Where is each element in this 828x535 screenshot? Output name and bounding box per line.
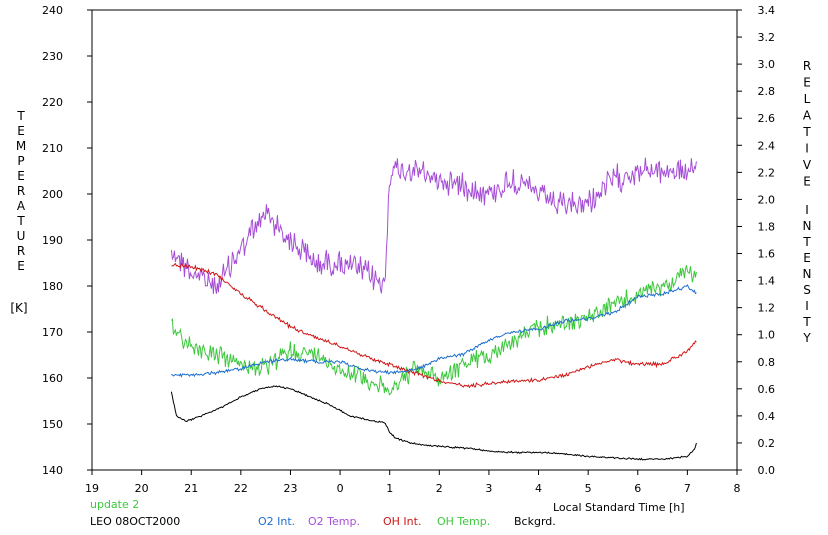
x-tick-label: 8	[734, 482, 741, 495]
x-tick-label: 1	[386, 482, 393, 495]
plot-frame-layer	[91, 9, 738, 471]
left-axis-unit: [K]	[10, 301, 27, 315]
y-right-tick-label: 0.0	[758, 464, 776, 477]
y-right-tick-label: 0.4	[758, 410, 776, 423]
y-right-tick-label: 1.2	[758, 302, 776, 315]
y-right-tick-label: 0.8	[758, 356, 776, 369]
series-layer	[170, 157, 698, 461]
y-right-tick-label: 2.4	[758, 139, 776, 152]
left-axis-title-letter: E	[17, 124, 25, 138]
right-axis-title-letter: R	[803, 59, 811, 73]
station-date: LEO 08OCT2000	[90, 515, 181, 528]
right-axis-title-letter: T	[802, 315, 811, 329]
left-axis-title-letter: T	[16, 214, 25, 228]
x-tick-label: 21	[184, 482, 198, 495]
legend-oh-int: OH Int.	[383, 515, 422, 528]
y-right-tick-label: 2.0	[758, 193, 776, 206]
series-oh-temp	[171, 265, 698, 396]
series-line	[171, 262, 697, 389]
x-tick-label: 22	[234, 482, 248, 495]
y-right-tick-label: 3.0	[758, 58, 776, 71]
left-axis-title-letter: U	[17, 229, 26, 243]
x-tick-label: 7	[684, 482, 691, 495]
series-line	[170, 157, 697, 295]
left-axis-title-letter: A	[17, 199, 26, 213]
series-line	[171, 284, 697, 378]
y-left-tick-label: 240	[42, 4, 63, 17]
y-right-tick-label: 2.2	[758, 166, 776, 179]
y-right-tick-label: 3.4	[758, 4, 776, 17]
right-axis-title-letter: N	[803, 219, 812, 233]
right-axis-title-letter: I	[805, 299, 809, 313]
x-tick-label: 4	[535, 482, 542, 495]
y-left-tick-label: 160	[42, 372, 63, 385]
x-tick-label: 6	[634, 482, 641, 495]
y-left-tick-label: 230	[42, 50, 63, 63]
y-left-tick-label: 140	[42, 464, 63, 477]
right-axis-title-letter: I	[805, 203, 809, 217]
y-right-tick-label: 3.2	[758, 31, 776, 44]
right-axis-title-letter: E	[803, 76, 811, 90]
legend-o2-int: O2 Int.	[258, 515, 296, 528]
y-left-tick-label: 210	[42, 142, 63, 155]
right-axis-title-letter: L	[804, 92, 811, 106]
right-axis-title-letter: A	[803, 109, 812, 123]
y-right-tick-label: 1.0	[758, 329, 776, 342]
x-tick-label: 3	[485, 482, 492, 495]
left-axis-title-letter: R	[17, 244, 25, 258]
left-axis-title-letter: R	[17, 184, 25, 198]
x-tick-label: 20	[135, 482, 149, 495]
legend-o2-temp: O2 Temp.	[308, 515, 360, 528]
left-axis-title-letter: P	[17, 154, 24, 168]
right-axis-title-letter: N	[803, 267, 812, 281]
left-axis-title-letter: E	[17, 259, 25, 273]
left-axis-title-letter: T	[16, 109, 25, 123]
series-o2-temp	[170, 157, 698, 295]
y-right-tick-label: 2.6	[758, 112, 776, 125]
right-axis-title-letter: E	[803, 175, 811, 189]
y-left-tick-label: 170	[42, 326, 63, 339]
y-right-tick-label: 1.6	[758, 248, 776, 261]
y-left-tick-label: 180	[42, 280, 63, 293]
right-axis-title-letter: I	[805, 142, 809, 156]
y-left-tick-label: 200	[42, 188, 63, 201]
y-right-tick-label: 0.6	[758, 383, 776, 396]
series-line	[171, 265, 697, 396]
right-axis-title-letter: T	[802, 235, 811, 249]
left-axis-title-letter: E	[17, 169, 25, 183]
x-tick-label: 23	[283, 482, 297, 495]
x-axis-title: Local Standard Time [h]	[553, 501, 685, 514]
y-right-tick-label: 1.8	[758, 220, 776, 233]
y-right-tick-label: 0.2	[758, 437, 776, 450]
ticks-layer: 19 20 21 22 23 0 1 2 3 4 5 6 7 8140150160170180190200…	[10, 4, 812, 495]
series-oh-int	[171, 262, 698, 389]
x-tick-label: 0	[337, 482, 344, 495]
right-axis-title-letter: S	[803, 283, 811, 297]
right-axis-title-letter: E	[803, 251, 811, 265]
series-bckgrd	[170, 385, 698, 461]
y-left-tick-label: 190	[42, 234, 63, 247]
y-right-tick-label: 1.4	[758, 275, 776, 288]
right-axis-title-letter: Y	[802, 331, 811, 345]
series-o2-int	[171, 284, 698, 378]
y-right-tick-label: 2.8	[758, 85, 776, 98]
x-tick-label: 2	[436, 482, 443, 495]
right-axis-title-letter: V	[803, 158, 812, 172]
plot-frame	[91, 9, 738, 471]
y-left-tick-label: 150	[42, 418, 63, 431]
series-line	[170, 385, 697, 461]
update-note: update 2	[90, 498, 140, 511]
legend-oh-temp: OH Temp.	[437, 515, 491, 528]
left-axis-title-letter: M	[16, 139, 26, 153]
legend-bckgrd: Bckgrd.	[514, 515, 556, 528]
x-tick-label: 19	[85, 482, 99, 495]
y-left-tick-label: 220	[42, 96, 63, 109]
x-tick-label: 5	[585, 482, 592, 495]
right-axis-title-letter: T	[802, 125, 811, 139]
